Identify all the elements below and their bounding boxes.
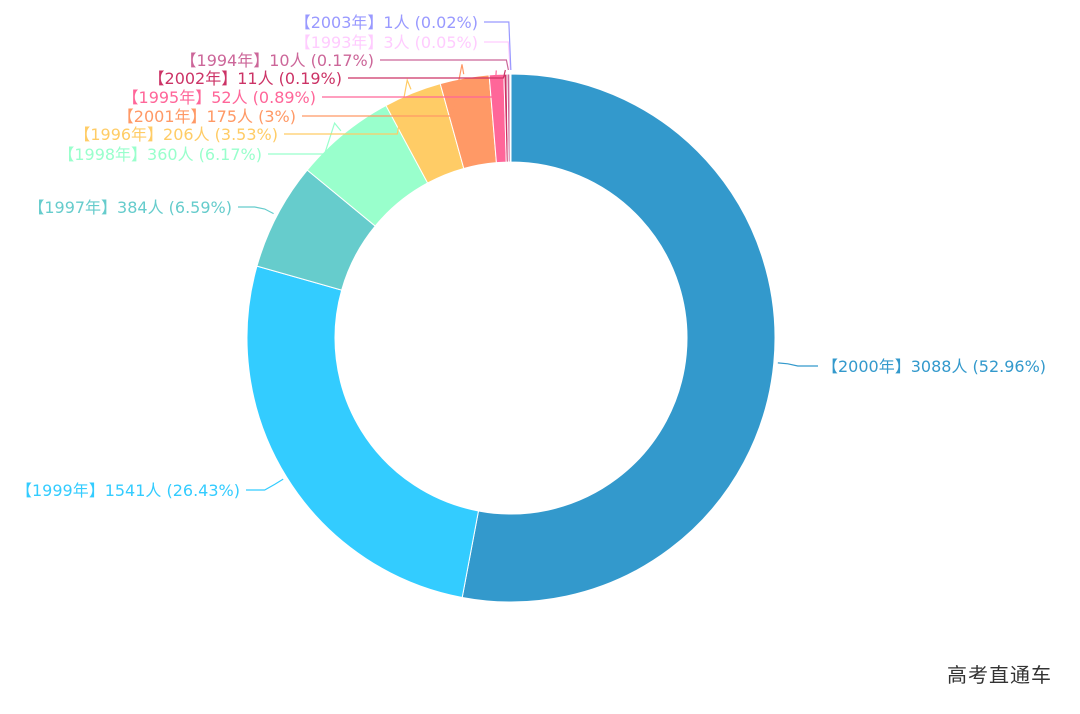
labels-group: 【2000年】3088人 (52.96%) 【1999年】1541人 (26.43… — [16, 13, 1046, 500]
slices-group — [246, 73, 776, 603]
leader-line-2001年 — [302, 64, 465, 117]
slice-2000年[interactable] — [461, 73, 776, 603]
data-label-2001年: 【2001年】175人 (3%) — [118, 107, 296, 126]
leader-line-1999年 — [246, 478, 284, 491]
data-label-1994年: 【1994年】10人 (0.17%) — [181, 51, 374, 70]
leader-line-1993年 — [484, 41, 511, 71]
data-label-1995年: 【1995年】52人 (0.89%) — [123, 88, 316, 107]
leader-line-1995年 — [322, 70, 497, 98]
leader-line-1997年 — [238, 206, 274, 215]
leader-line-1994年 — [380, 59, 509, 71]
data-label-1996年: 【1996年】206人 (3.53%) — [74, 125, 278, 144]
data-label-2000年: 【2000年】3088人 (52.96%) — [822, 357, 1046, 376]
data-label-1998年: 【1998年】360人 (6.17%) — [58, 145, 262, 164]
leader-line-1996年 — [284, 77, 412, 135]
data-label-1993年: 【1993年】3人 (0.05%) — [295, 33, 478, 52]
data-label-1999年: 【1999年】1541人 (26.43%) — [16, 481, 240, 500]
leader-line-2003年 — [484, 21, 512, 71]
data-label-2003年: 【2003年】1人 (0.02%) — [295, 13, 478, 32]
watermark-text: 高考直通车 — [947, 663, 1052, 687]
leader-lines-group — [238, 21, 818, 491]
data-label-2002年: 【2002年】11人 (0.19%) — [149, 69, 342, 88]
data-label-1997年: 【1997年】384人 (6.59%) — [28, 198, 232, 217]
leader-line-2002年 — [348, 69, 506, 79]
leader-line-2000年 — [777, 362, 818, 367]
leader-line-1998年 — [268, 121, 342, 155]
slice-1999年[interactable] — [246, 265, 480, 599]
